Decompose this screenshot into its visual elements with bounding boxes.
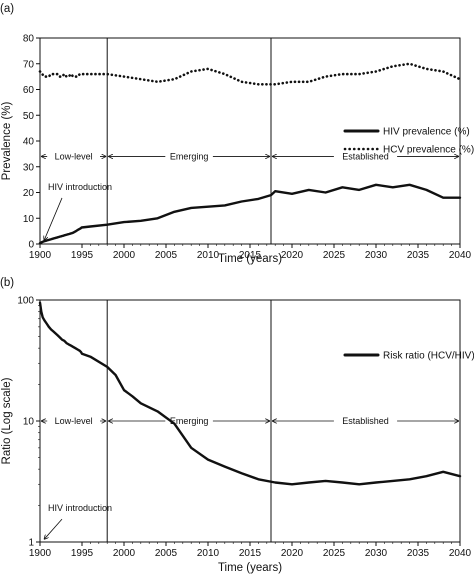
x-tick-label: 2020 <box>281 250 304 261</box>
chart-panel-b: (b) 1900 1995 2000 2005 2010 2015 2020 2025 2030 2… <box>0 277 474 574</box>
x-tick-label: 1995 <box>71 250 94 261</box>
y-tick-label: 10 <box>23 214 35 225</box>
x-tick-label: 2020 <box>281 548 304 559</box>
y-tick-label: 0 <box>28 240 34 251</box>
y-axis-title: Ratio (Log scale) <box>1 377 13 464</box>
y-axis-title: Prevalence (%) <box>1 102 13 181</box>
x-tick-label: 2030 <box>365 250 388 261</box>
x-tick-label: 2040 <box>449 250 472 261</box>
phase-label-bg <box>47 415 100 427</box>
x-tick-label: 2035 <box>407 548 430 559</box>
phase-label: Emerging <box>170 416 209 426</box>
phase-label-bg <box>333 150 398 163</box>
x-tick-label: 2025 <box>323 548 346 559</box>
y-tick-label: 10 <box>23 417 35 428</box>
x-tick-label: 2000 <box>113 250 136 261</box>
x-tick-label: 2035 <box>407 250 430 261</box>
phase-label: Established <box>342 416 389 426</box>
x-tick-label: 2025 <box>323 250 346 261</box>
x-tick-label: 1995 <box>71 548 94 559</box>
x-tick-label: 1900 <box>29 250 52 261</box>
x-axis-title: Time (years) <box>218 253 282 265</box>
phase-label: Emerging <box>170 151 209 161</box>
y-tick-label: 30 <box>23 162 35 173</box>
annotation-text: HIV introduction <box>48 182 112 192</box>
x-tick-label: 2010 <box>197 250 220 261</box>
y-tick-label: 50 <box>23 111 35 122</box>
series-line-2 <box>38 62 462 86</box>
chart-panel-a: (a)1900 1995 2000 2005 2010 2015 2020 2025 2030 2… <box>0 3 474 265</box>
x-tick-label: 1900 <box>29 548 52 559</box>
phase-label-bg <box>165 415 213 427</box>
y-tick-label: 100 <box>17 296 34 307</box>
y-tick-label: 20 <box>23 188 35 199</box>
panel-label: (a) <box>0 3 14 15</box>
series-line-1 <box>38 183 462 245</box>
y-tick-label: 60 <box>23 85 35 96</box>
y-tick-label: 40 <box>23 137 35 148</box>
y-tick-label: 1 <box>28 538 34 549</box>
y-tick-label: 80 <box>23 34 35 45</box>
x-tick-label: 2030 <box>365 548 388 559</box>
phase-label: Established <box>342 151 389 161</box>
legend-label: HCV prevalence (%) <box>383 145 474 156</box>
phase-label-bg <box>47 150 100 163</box>
y-tick-label: 70 <box>23 59 35 70</box>
x-axis-title: Time (years) <box>218 562 282 574</box>
x-tick-label: 2015 <box>239 250 262 261</box>
series-line-1 <box>38 301 462 486</box>
plot-frame <box>39 37 461 245</box>
x-tick-label: 2000 <box>113 548 136 559</box>
x-tick-label: 2040 <box>449 548 472 559</box>
phase-label: Low-level <box>55 416 93 426</box>
x-tick-label: 2005 <box>155 548 178 559</box>
annotation-arrow <box>44 518 63 539</box>
x-tick-label: 2010 <box>197 548 220 559</box>
panel-label: (b) <box>0 277 14 289</box>
x-tick-label: 2015 <box>239 548 262 559</box>
phase-label-bg <box>333 415 398 427</box>
legend-label: HIV prevalence (%) <box>383 127 470 138</box>
phase-label: Low-level <box>55 151 93 161</box>
phase-label-bg <box>165 150 213 163</box>
annotation-arrow <box>44 197 63 241</box>
annotation-text: HIV introduction <box>48 503 112 513</box>
x-tick-label: 2005 <box>155 250 178 261</box>
legend-label: Risk ratio (HCV/HIV) <box>383 351 474 362</box>
